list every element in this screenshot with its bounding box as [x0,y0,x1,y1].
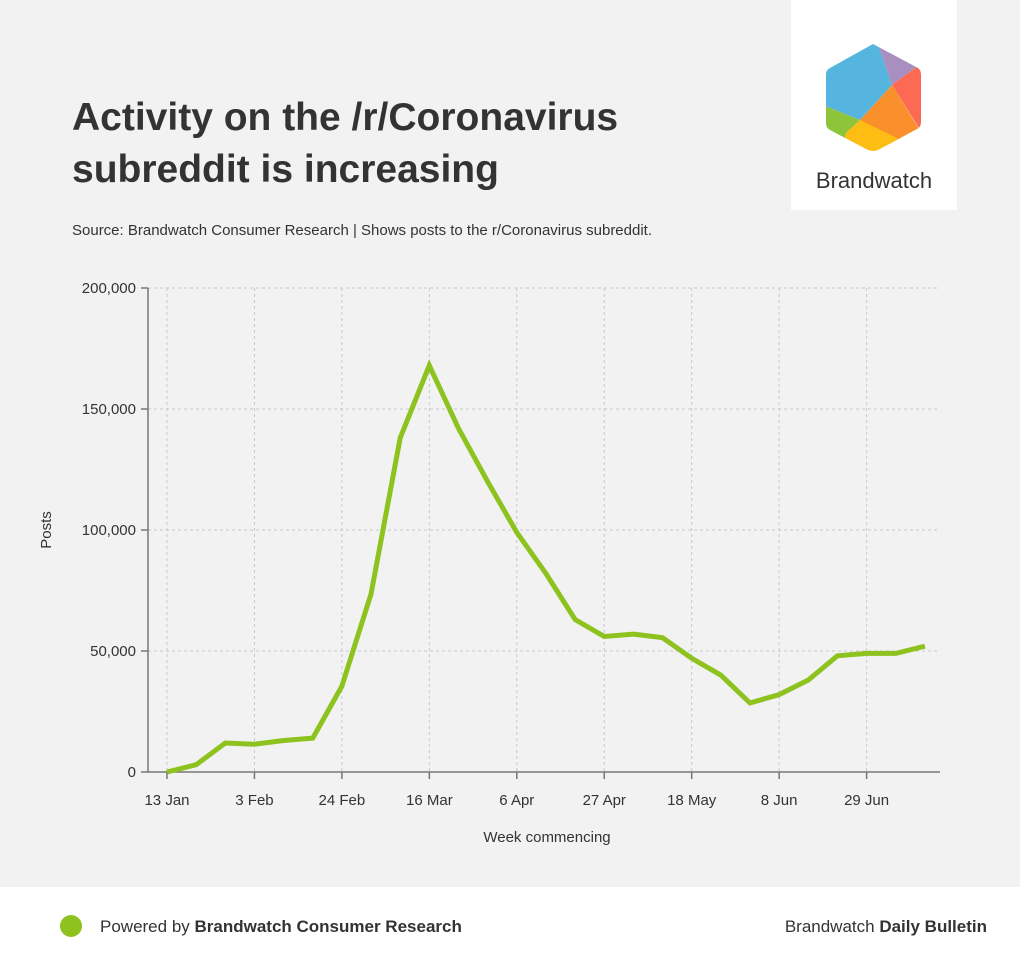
y-axis-label: Posts [38,511,55,549]
chart-title: Activity on the /r/Coronavirus subreddit… [72,96,619,191]
x-tick-label: 6 Apr [499,792,534,809]
x-tick-label: 16 Mar [406,792,453,809]
y-tick-label: 150,000 [82,401,136,418]
brandwatch-hexagon-icon [826,44,921,151]
x-axis-label: Week commencing [483,829,610,846]
line-chart: 0 50,000 100,000 150,000 200,000 13 Jan 3 Feb 2… [38,280,940,846]
x-tick-label: 29 Jun [844,792,889,809]
powered-by: Powered by Brandwatch Consumer Research [100,917,462,937]
y-tick-label: 100,000 [82,522,136,539]
chart-source: Source: Brandwatch Consumer Research | S… [72,222,653,239]
y-tick-label: 0 [128,764,136,781]
x-tick-label: 18 May [667,792,717,809]
x-tick-label: 8 Jun [761,792,798,809]
brandwatch-logo: Brandwatch [791,0,957,210]
series-line-posts [166,359,926,775]
x-tick-label: 27 Apr [583,792,626,809]
green-dot-icon [60,915,82,937]
x-tick-label: 13 Jan [144,792,189,809]
y-tick-label: 50,000 [90,643,136,660]
bulletin-bold: Daily Bulletin [879,917,987,936]
daily-bulletin: Brandwatch Daily Bulletin [785,917,987,937]
y-tick-label: 200,000 [82,280,136,297]
x-tick-label: 24 Feb [319,792,366,809]
powered-brand: Brandwatch Consumer Research [194,917,462,936]
powered-prefix: Powered by [100,917,195,936]
footer: Powered by Brandwatch Consumer Research … [0,887,1020,963]
x-tick-label: 3 Feb [235,792,273,809]
logo-text: Brandwatch [815,168,933,193]
bulletin-prefix: Brandwatch [784,917,880,936]
